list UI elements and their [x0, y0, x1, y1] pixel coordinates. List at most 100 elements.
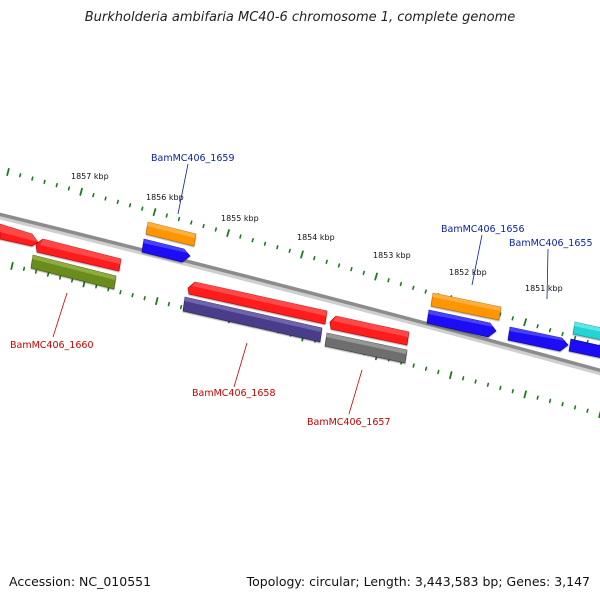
gene-label-1657[interactable]: BamMC406_1657	[307, 417, 390, 428]
scale-tick-minor	[437, 369, 440, 375]
scale-tick-minor	[46, 272, 50, 277]
gene-1658-purple[interactable]	[182, 296, 323, 343]
scale-tick-minor	[263, 241, 267, 246]
kbp-label-1852: 1852 kbp	[449, 268, 487, 277]
scale-tick-minor	[586, 408, 589, 413]
scale-tick-major	[523, 390, 527, 399]
scale-tick-major	[449, 371, 453, 380]
scale-tick-minor	[141, 206, 144, 211]
scale-tick-minor	[511, 388, 514, 394]
scale-tick-minor	[177, 216, 181, 222]
scale-tick-minor	[313, 255, 316, 261]
scale-tick-minor	[107, 287, 110, 292]
scale-tick-minor	[362, 270, 366, 276]
scale-tick-minor	[251, 238, 254, 243]
gene-cyan-edge[interactable]	[572, 321, 600, 340]
gene-label-1659[interactable]: BamMC406_1659	[151, 153, 234, 164]
callout-line-1658	[233, 342, 248, 388]
scale-tick-minor	[499, 385, 502, 391]
scale-tick-minor	[325, 259, 328, 264]
callout-line-1656	[471, 234, 483, 286]
callout-line-1655	[546, 248, 549, 300]
scale-tick-minor	[461, 376, 465, 381]
gene-red-arrow-left-1[interactable]	[35, 238, 122, 272]
scale-tick-minor	[55, 183, 58, 188]
kbp-label-1853: 1853 kbp	[373, 251, 411, 260]
callout-line-1659	[177, 163, 189, 215]
scale-tick-minor	[92, 193, 95, 198]
scale-tick-major	[155, 297, 159, 306]
scale-tick-major	[79, 187, 83, 196]
scale-tick-minor	[548, 398, 552, 404]
scale-tick-minor	[67, 186, 71, 191]
scale-tick-minor	[412, 285, 415, 290]
scale-tick-minor	[424, 366, 428, 371]
scale-tick-major	[300, 250, 304, 259]
gene-1656-orange[interactable]	[430, 292, 502, 321]
scale-tick-minor	[43, 179, 46, 184]
scale-tick-minor	[167, 301, 170, 307]
scale-tick-minor	[548, 327, 552, 333]
callout-line-1657	[348, 369, 363, 415]
scale-tick-minor	[536, 324, 539, 329]
scale-tick-minor	[573, 405, 577, 410]
scale-tick-minor	[288, 248, 291, 253]
scale-tick-minor	[412, 363, 415, 368]
gene-label-1660[interactable]: BamMC406_1660	[10, 340, 93, 351]
callout-line-1660	[52, 292, 68, 338]
scale-tick-minor	[165, 213, 168, 218]
scale-tick-minor	[104, 196, 107, 201]
scale-tick-minor	[190, 220, 193, 225]
scale-tick-minor	[95, 284, 98, 289]
gene-1657-red[interactable]	[329, 315, 410, 346]
scale-tick-minor	[239, 234, 242, 239]
scale-tick-minor	[276, 245, 279, 250]
chromosome-backbone-shadow	[0, 213, 600, 376]
gene-label-1658[interactable]: BamMC406_1658	[192, 388, 275, 399]
scale-tick-minor	[536, 395, 539, 400]
gene-1655-blue[interactable]	[507, 326, 569, 352]
scale-tick-minor	[424, 289, 427, 294]
scale-tick-major	[152, 208, 157, 217]
kbp-label-1854: 1854 kbp	[297, 233, 335, 242]
chromosome-backbone	[0, 212, 600, 373]
gene-1657-gray[interactable]	[324, 332, 408, 364]
scale-tick-minor	[71, 278, 74, 283]
scale-tick-minor	[31, 176, 34, 181]
kbp-label-1857: 1857 kbp	[71, 172, 109, 181]
scale-tick-minor	[116, 199, 119, 204]
scale-tick-minor	[511, 316, 514, 321]
scale-tick-major	[374, 272, 378, 281]
scale-tick-minor	[573, 335, 577, 341]
scale-tick-minor	[202, 223, 205, 229]
scale-tick-minor	[561, 331, 564, 337]
scale-tick-minor	[337, 263, 341, 268]
map-title: Burkholderia ambifaria MC40-6 chromosome…	[84, 10, 516, 25]
scale-tick-minor	[22, 266, 26, 272]
scale-tick-major	[523, 318, 527, 327]
scale-tick-major	[598, 410, 600, 419]
kbp-label-1856: 1856 kbp	[146, 193, 184, 202]
scale-tick-major	[226, 229, 230, 238]
gene-label-1655[interactable]: BamMC406_1655	[509, 238, 592, 249]
scale-tick-minor	[128, 203, 132, 208]
gene-1656-blue[interactable]	[426, 309, 497, 338]
gene-1660-olive[interactable]	[30, 254, 117, 290]
kbp-label-1855: 1855 kbp	[221, 214, 259, 223]
gene-1658-red[interactable]	[187, 281, 328, 325]
scale-tick-minor	[119, 290, 122, 295]
scale-tick-major	[10, 261, 14, 271]
accession-text: Accession: NC_010551	[9, 574, 152, 589]
gene-label-1656[interactable]: BamMC406_1656	[441, 224, 524, 235]
scale-tick-minor	[179, 304, 183, 310]
gene-1659-orange[interactable]	[145, 221, 197, 247]
scale-tick-minor	[486, 382, 490, 387]
gene-blue-edge[interactable]	[568, 338, 600, 358]
scale-tick-minor	[399, 281, 403, 287]
kbp-label-1851: 1851 kbp	[525, 284, 563, 293]
scale-tick-minor	[131, 292, 134, 298]
gene-1659-blue[interactable]	[141, 238, 191, 263]
scale-tick-minor	[34, 269, 38, 274]
gene-1660-forward-red[interactable]	[0, 223, 39, 247]
